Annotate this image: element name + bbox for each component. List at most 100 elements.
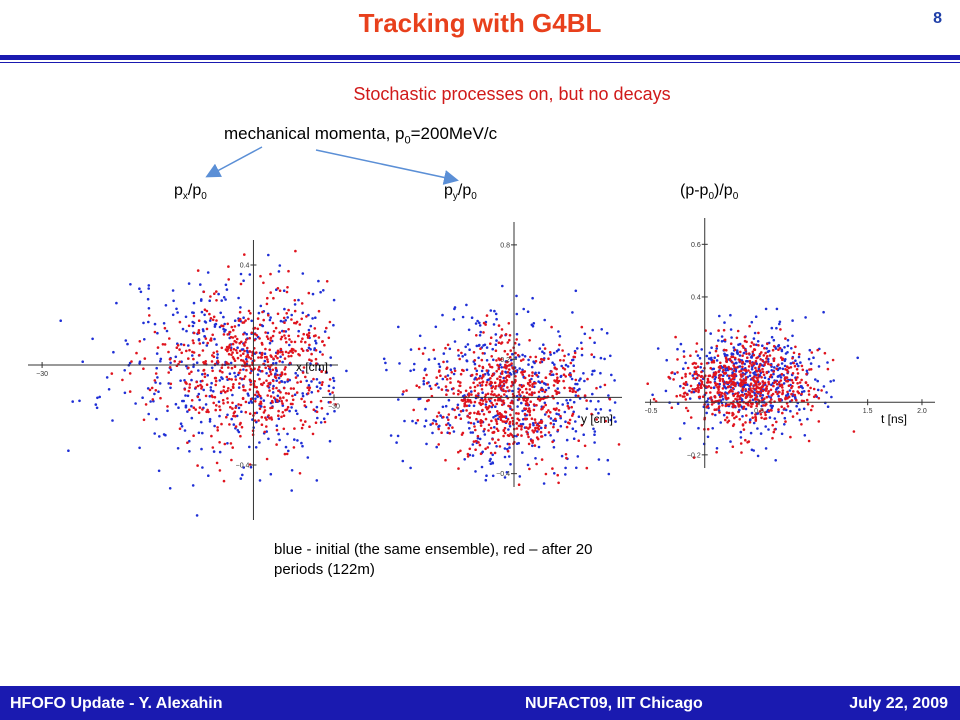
scatter-point-after — [520, 424, 523, 428]
scatter-point-after — [718, 379, 722, 382]
scatter-point-after — [489, 451, 493, 455]
scatter-point-initial — [592, 427, 595, 431]
scatter-point-initial — [786, 392, 790, 396]
scatter-point-initial — [564, 473, 567, 476]
scatter-point-after — [736, 329, 740, 333]
scatter-point-after — [476, 434, 480, 438]
scatter-point-initial — [696, 354, 700, 357]
scatter-point-initial — [187, 344, 190, 347]
scatter-point-initial — [826, 361, 829, 364]
scatter-point-initial — [599, 371, 602, 375]
scatter-point-initial — [179, 343, 183, 346]
scatter-point-after — [163, 343, 167, 346]
scatter-point-after — [307, 331, 311, 335]
scatter-point-after — [226, 349, 229, 353]
scatter-point-initial — [830, 395, 833, 399]
scatter-point-initial — [237, 296, 240, 300]
scatter-point-after — [693, 388, 697, 391]
scatter-plot-px: −300.4−0.4 — [28, 240, 338, 520]
scatter-point-after — [249, 367, 253, 371]
scatter-point-initial — [761, 344, 764, 347]
scatter-point-after — [450, 371, 453, 374]
scatter-point-initial — [574, 394, 578, 397]
scatter-point-initial — [413, 362, 416, 366]
scatter-point-after — [150, 386, 154, 390]
scatter-point-after — [237, 403, 240, 406]
scatter-point-after — [314, 357, 318, 361]
scatter-point-after — [285, 340, 288, 344]
scatter-point-after — [522, 384, 525, 387]
scatter-point-after — [689, 416, 693, 419]
scatter-point-initial — [774, 459, 777, 462]
scatter-point-initial — [232, 423, 236, 426]
scatter-point-after — [269, 291, 272, 294]
scatter-point-after — [430, 394, 434, 398]
scatter-point-initial — [699, 366, 702, 369]
scatter-point-after — [265, 379, 268, 382]
momenta-label-text: mechanical momenta, p — [224, 124, 405, 143]
scatter-point-after — [568, 418, 572, 422]
slide-number: 8 — [933, 10, 942, 27]
scatter-point-after — [585, 466, 589, 470]
scatter-point-initial — [826, 405, 830, 408]
scatter-point-after — [220, 422, 223, 426]
scatter-point-after — [732, 413, 735, 416]
scatter-point-after — [730, 355, 733, 359]
scatter-point-initial — [527, 358, 530, 362]
scatter-point-after — [503, 393, 506, 396]
scatter-point-initial — [155, 352, 159, 355]
scatter-point-after — [770, 398, 773, 401]
scatter-point-after — [798, 352, 801, 356]
scatter-point-initial — [445, 360, 449, 363]
scatter-point-initial — [174, 355, 178, 359]
scatter-point-after — [209, 295, 212, 298]
scatter-point-after — [325, 280, 329, 283]
scatter-point-after — [517, 418, 521, 422]
scatter-point-initial — [797, 355, 801, 359]
scatter-point-after — [557, 391, 560, 394]
scatter-point-initial — [401, 393, 404, 396]
scatter-point-initial — [385, 368, 388, 372]
scatter-point-after — [504, 363, 507, 367]
scatter-point-initial — [414, 421, 418, 425]
scatter-point-initial — [476, 436, 480, 440]
scatter-point-after — [806, 383, 810, 387]
scatter-point-after — [520, 434, 523, 437]
scatter-point-after — [572, 369, 576, 373]
scatter-point-initial — [138, 287, 141, 290]
scatter-point-initial — [153, 322, 157, 326]
scatter-point-after — [220, 346, 224, 350]
scatter-point-after — [225, 375, 229, 379]
scatter-point-after — [261, 310, 264, 314]
scatter-point-initial — [453, 306, 457, 309]
scatter-point-after — [249, 312, 252, 315]
scatter-point-after — [725, 416, 729, 419]
scatter-point-after — [505, 378, 509, 382]
scatter-point-after — [528, 339, 531, 342]
scatter-point-after — [503, 349, 507, 353]
scatter-point-after — [312, 377, 315, 381]
scatter-point-after — [209, 317, 213, 320]
scatter-point-after — [283, 334, 286, 337]
scatter-point-after — [248, 412, 252, 415]
scatter-point-initial — [283, 307, 286, 311]
scatter-point-after — [739, 373, 743, 376]
scatter-point-after — [228, 423, 231, 426]
scatter-point-initial — [736, 351, 739, 354]
scatter-point-initial — [401, 459, 405, 463]
scatter-point-after — [463, 398, 467, 401]
scatter-point-after — [481, 408, 484, 412]
scatter-point-after — [440, 388, 444, 391]
legend-caption: blue - initial (the same ensemble), red … — [274, 541, 593, 578]
scatter-point-after — [301, 371, 305, 374]
scatter-point-after — [796, 382, 799, 385]
scatter-point-initial — [216, 356, 219, 359]
scatter-point-initial — [802, 390, 806, 393]
scatter-point-initial — [730, 336, 733, 339]
scatter-point-initial — [478, 334, 482, 337]
scatter-point-after — [761, 380, 765, 383]
scatter-point-after — [286, 378, 290, 381]
scatter-point-after — [777, 363, 780, 366]
scatter-point-after — [491, 403, 495, 407]
scatter-point-initial — [191, 484, 195, 487]
